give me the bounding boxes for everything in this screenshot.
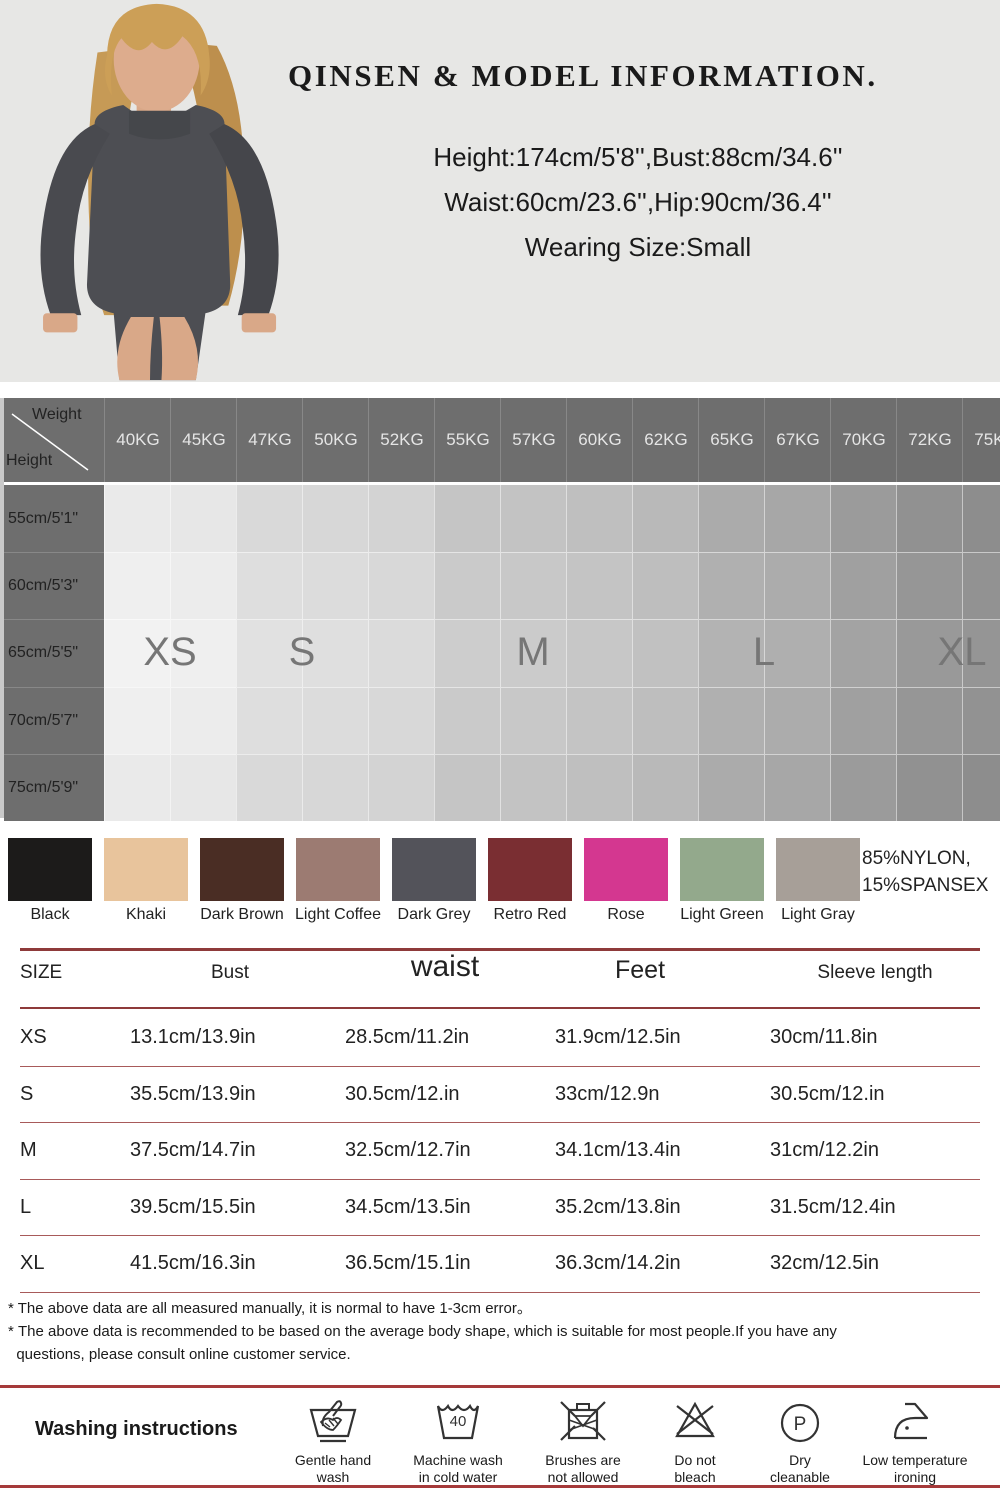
svg-text:40: 40 <box>450 1413 467 1430</box>
svg-text:P: P <box>794 1414 807 1435</box>
